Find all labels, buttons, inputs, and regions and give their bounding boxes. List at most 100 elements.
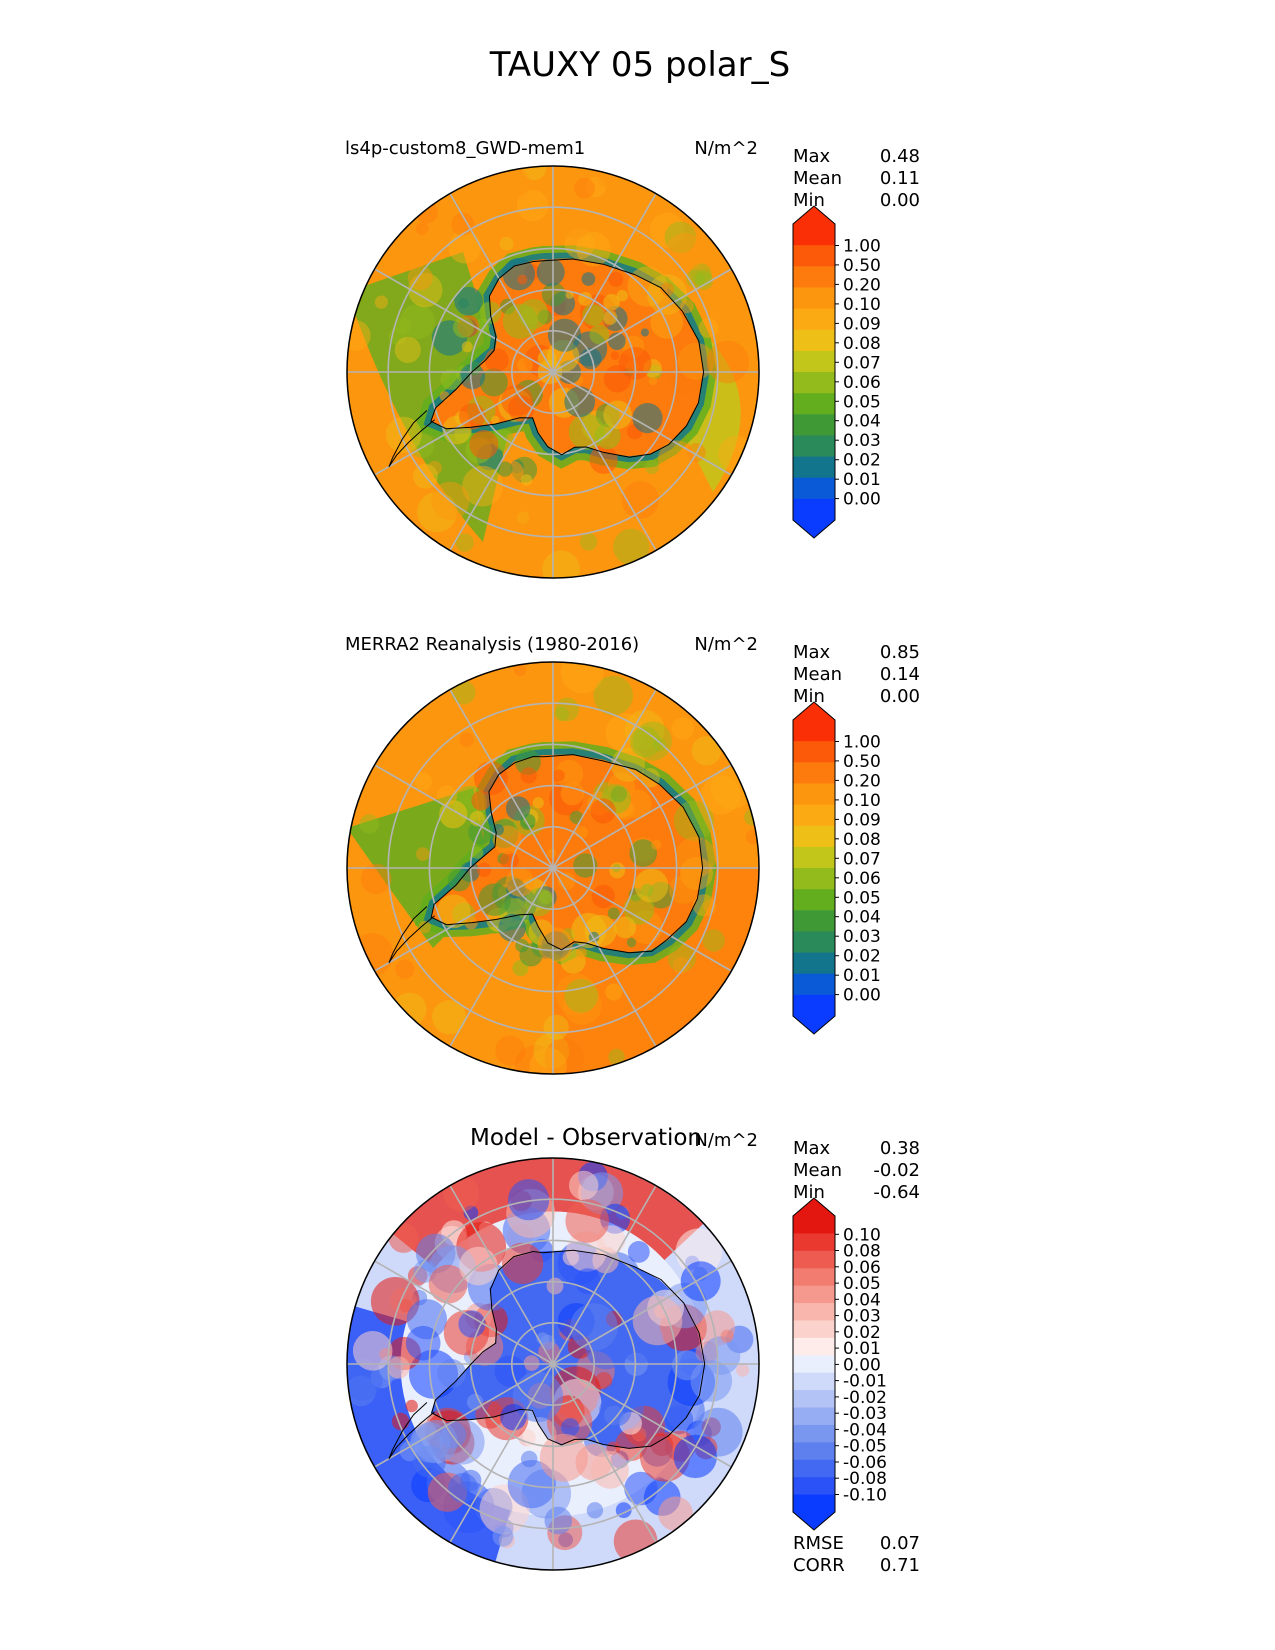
panel-title: Model - Observation bbox=[470, 1125, 702, 1151]
field-blob bbox=[675, 1228, 723, 1275]
field-blob bbox=[666, 232, 705, 272]
colorbar-tick-label: 0.09 bbox=[843, 314, 881, 334]
stat-min-label: Min bbox=[793, 1182, 825, 1203]
field-blob bbox=[546, 1277, 564, 1295]
field-blob bbox=[573, 853, 598, 878]
colorbar-tick-label: -0.06 bbox=[843, 1453, 887, 1473]
field-blob bbox=[479, 368, 508, 397]
field-blob bbox=[415, 201, 438, 224]
colorbar-segment bbox=[793, 1407, 835, 1426]
stat-min-value: 0.00 bbox=[880, 190, 920, 211]
field-blob bbox=[575, 984, 599, 1009]
colorbar-segment bbox=[793, 1494, 835, 1513]
field-blob bbox=[724, 292, 749, 316]
metric-rmse-label: RMSE bbox=[793, 1533, 844, 1554]
field-blob bbox=[607, 907, 620, 920]
field-blob bbox=[706, 340, 749, 384]
field-blob bbox=[652, 737, 667, 752]
colorbar-tick-label: 0.10 bbox=[843, 295, 881, 315]
meridian-line bbox=[552, 689, 657, 869]
field-blob bbox=[543, 1014, 569, 1040]
field-blob bbox=[579, 533, 598, 551]
field-blob bbox=[392, 992, 427, 1027]
antarctica-coastline bbox=[430, 258, 705, 458]
field-blob bbox=[667, 944, 696, 973]
field-blob bbox=[562, 985, 602, 1025]
field-blob bbox=[664, 221, 697, 254]
colorbar: 1.000.500.200.100.090.080.070.060.050.04… bbox=[792, 205, 881, 539]
field-blob bbox=[455, 533, 474, 552]
colorbar-tick-label: 0.00 bbox=[843, 1355, 881, 1375]
field-blob bbox=[385, 416, 422, 453]
colorbar-segment bbox=[793, 741, 835, 763]
colorbar-segment bbox=[793, 804, 835, 827]
field-blob bbox=[495, 1035, 526, 1066]
field-blob bbox=[437, 1359, 466, 1388]
field-blob bbox=[680, 857, 713, 890]
colorbar-segment bbox=[793, 1390, 835, 1409]
stat-max-value: 0.48 bbox=[880, 146, 920, 167]
field-blob bbox=[651, 839, 662, 850]
colorbar-segment bbox=[793, 1285, 835, 1304]
field-blob bbox=[575, 826, 588, 839]
meridian-line bbox=[449, 867, 554, 1047]
colorbar-tick-label: 0.03 bbox=[843, 1307, 881, 1327]
colorbar-tick-label: 0.06 bbox=[843, 1258, 881, 1278]
colorbar-tick-label: 0.01 bbox=[843, 966, 881, 986]
field-blob bbox=[701, 775, 741, 815]
field-blob bbox=[428, 1264, 468, 1304]
field-blob bbox=[502, 257, 535, 291]
colorbar-segment bbox=[793, 1355, 835, 1374]
colorbar-tick-label: 0.09 bbox=[843, 810, 881, 830]
colorbar-tick-label: 1.00 bbox=[843, 733, 881, 753]
field-blob bbox=[581, 272, 596, 286]
field-blob bbox=[517, 357, 533, 374]
field-blob bbox=[451, 680, 476, 705]
field-blob bbox=[736, 1363, 750, 1377]
field-blob bbox=[564, 386, 596, 418]
field-blob bbox=[538, 890, 554, 905]
field-blob bbox=[405, 1399, 418, 1413]
field-blob bbox=[589, 324, 610, 345]
field-blob bbox=[698, 318, 719, 338]
field-blob bbox=[458, 1310, 486, 1338]
field-blob bbox=[692, 894, 716, 917]
field-blob bbox=[514, 1045, 558, 1074]
field-blob bbox=[575, 947, 587, 959]
colorbar-segment bbox=[793, 720, 835, 742]
colorbar-segment bbox=[793, 889, 835, 911]
field-blob bbox=[565, 1199, 609, 1243]
colorbar-tick-label: 1.00 bbox=[843, 237, 881, 257]
field-blob bbox=[566, 1231, 607, 1272]
field-blob bbox=[673, 800, 715, 841]
colorbar-tick-label: -0.02 bbox=[843, 1388, 887, 1408]
colorbar-segment bbox=[793, 1216, 835, 1235]
field-blob bbox=[499, 955, 511, 968]
colorbar-tick-label: 0.06 bbox=[843, 869, 881, 889]
field-blob bbox=[614, 916, 637, 939]
field-blob bbox=[605, 713, 645, 753]
meridian-line bbox=[552, 371, 657, 551]
field-blob bbox=[507, 1179, 550, 1221]
field-blob bbox=[483, 933, 502, 952]
colorbar-tick-label: 0.02 bbox=[843, 1323, 881, 1343]
field-blob bbox=[448, 869, 471, 892]
panel-test: ls4p-custom8_GWD-mem1 N/m^2 Max 0.48 Mea… bbox=[345, 138, 920, 579]
field-blob bbox=[453, 317, 474, 338]
colorbar-tick-label: 0.03 bbox=[843, 927, 881, 947]
meridian-line bbox=[374, 371, 554, 476]
colorbar-segment bbox=[793, 1303, 835, 1322]
field-blob bbox=[347, 320, 371, 352]
colorbar-segment bbox=[793, 931, 835, 954]
field-blob bbox=[410, 1422, 451, 1463]
field-blob bbox=[613, 528, 650, 566]
field-blob bbox=[359, 814, 379, 834]
field-blob bbox=[537, 927, 573, 963]
meridian-line bbox=[552, 1185, 657, 1365]
field-blob bbox=[454, 286, 483, 316]
stat-max-value: 0.85 bbox=[880, 642, 920, 663]
field-blob bbox=[624, 709, 665, 750]
stat-mean-value: -0.02 bbox=[873, 1160, 920, 1181]
colorbar-outline bbox=[792, 205, 836, 539]
field-blob bbox=[501, 1242, 544, 1285]
